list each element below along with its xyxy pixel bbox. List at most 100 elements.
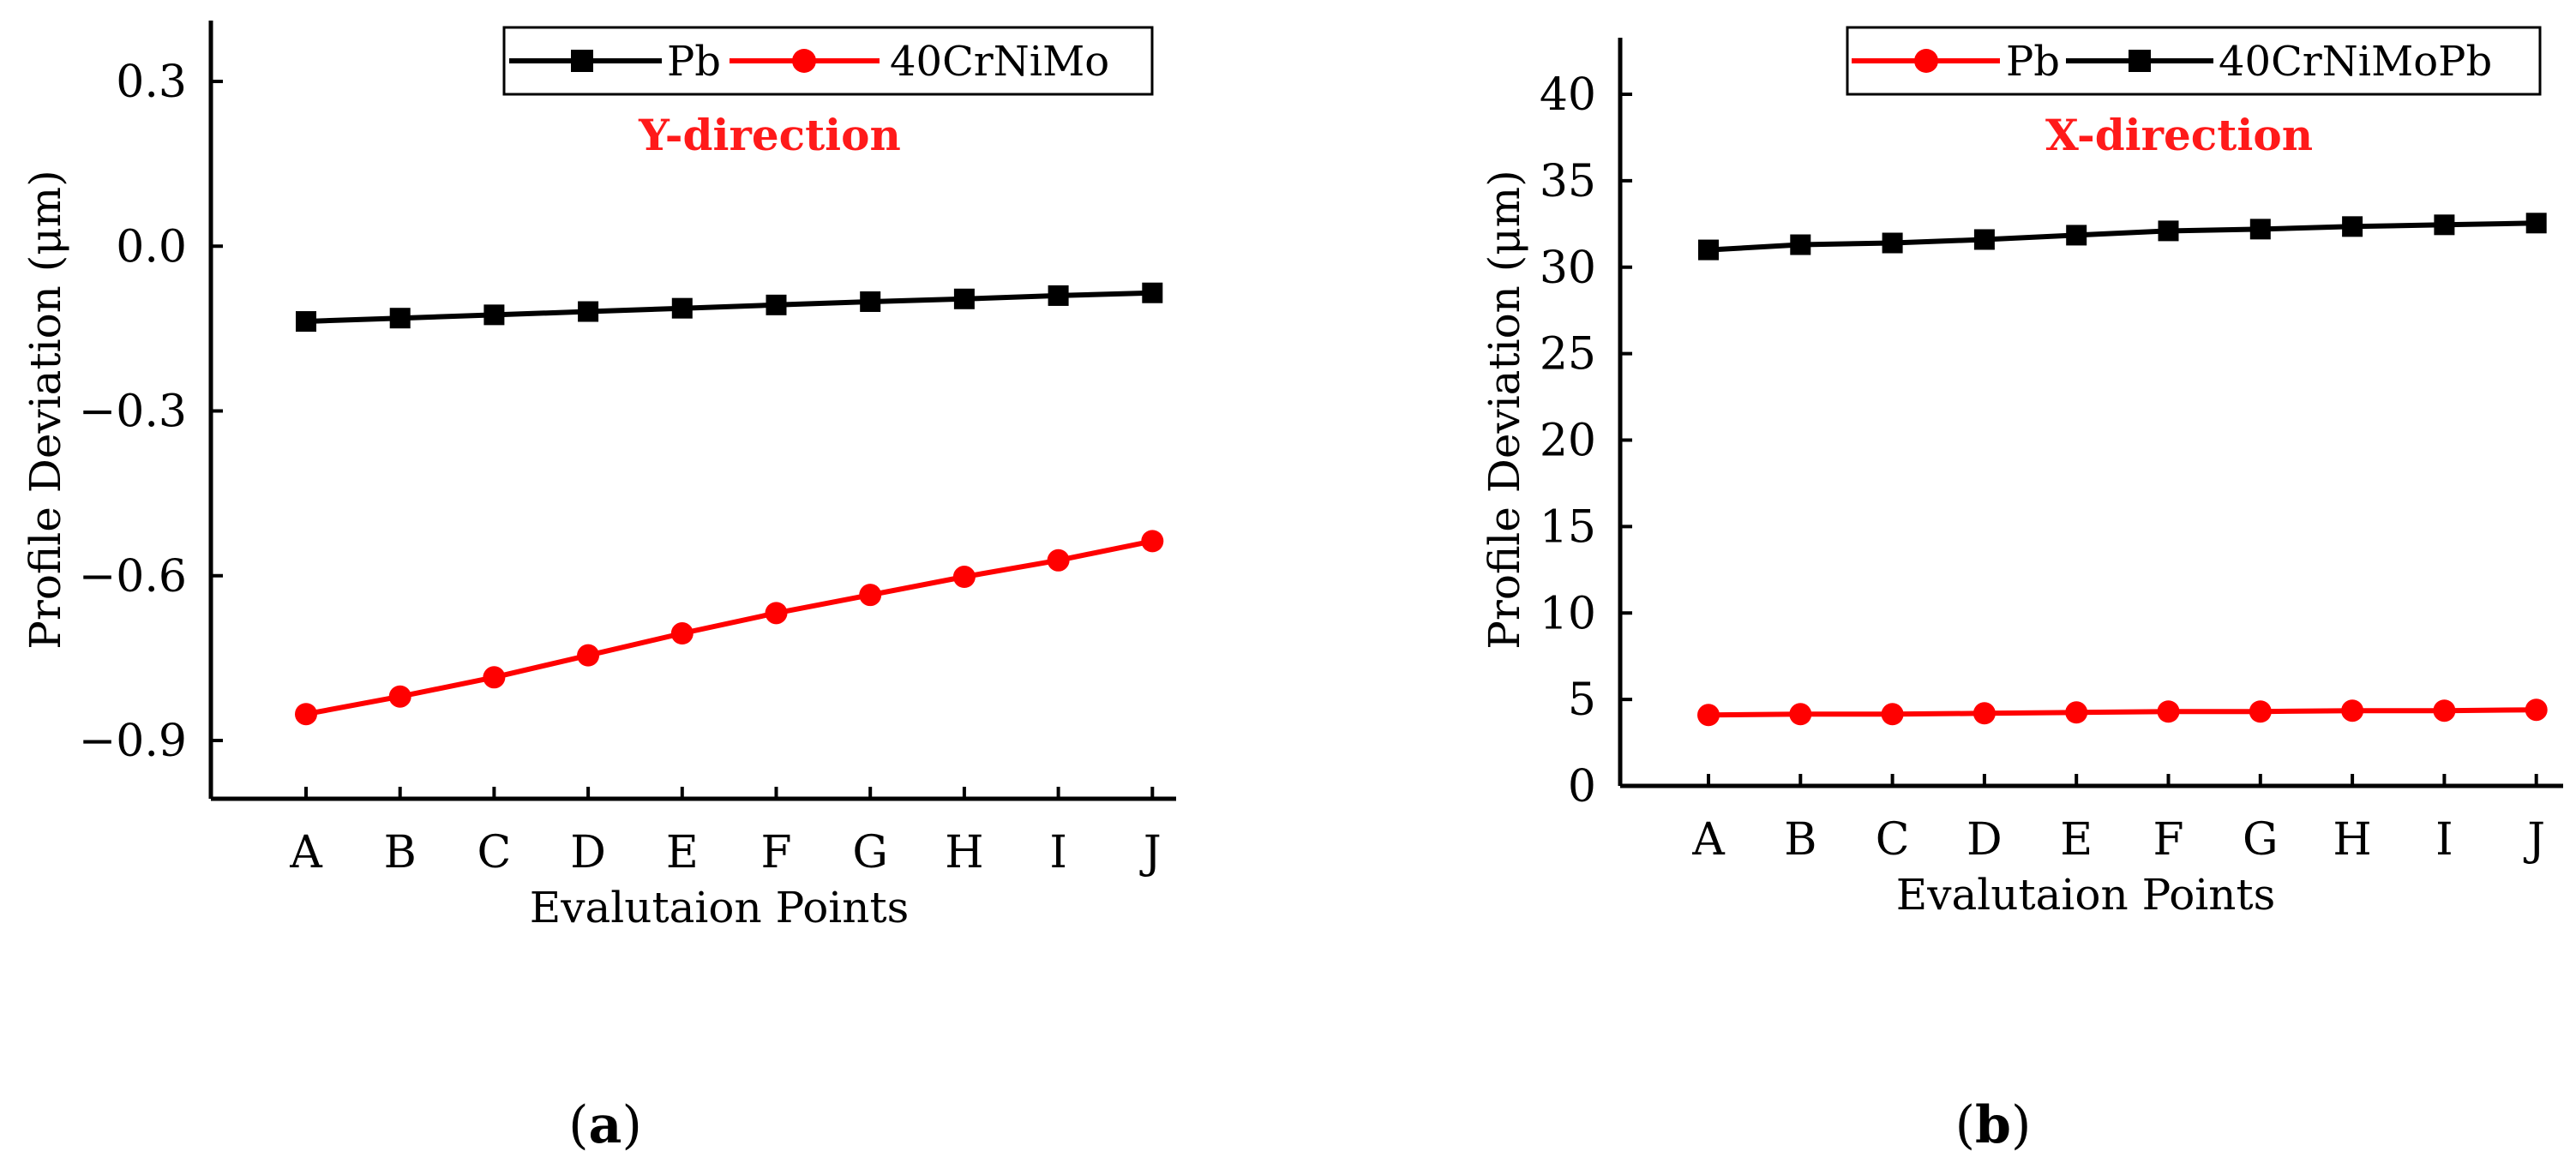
chart-a-point-pb [766,294,787,315]
chart-a-point-pb [953,288,975,309]
caption-b: (b) [1955,1095,2032,1155]
chart-panel-b: 0 5 10 15 20 25 30 35 40 A B C D E F G H I J Evalutaion Po… [1480,26,2563,920]
chart-a-ytick-label: −0.6 [79,551,187,602]
chart-b-legend-label-40crnimopb: 40CrNiMoPb [2219,38,2492,86]
chart-b-ylabel: Profile Deviation (μm) [1480,170,1529,649]
chart-a-point-40crnimo [765,602,788,625]
chart-a-ytick-label: 0.3 [116,57,187,108]
chart-a-ytick-label: 0.0 [116,221,187,273]
chart-b-legend-marker-pb [1914,49,1938,73]
chart-a-xtick-label: D [570,827,606,878]
chart-a-legend-label-pb: Pb [667,38,721,86]
chart-b-point-40crnimopb [2342,216,2363,237]
chart-a-point-40crnimo [483,666,506,689]
caption-a-letter: a [589,1095,622,1155]
chart-b-ytick-label: 25 [1540,329,1596,381]
chart-a-xtick-label: H [945,827,983,878]
chart-b-xtick-label: I [2435,814,2453,866]
chart-a-point-pb [671,297,693,319]
chart-b-xtick-label: E [2060,814,2093,866]
chart-a-ytick-label: −0.9 [79,716,187,767]
chart-b-point-40crnimopb [2434,214,2455,236]
chart-b-legend-label-pb: Pb [2006,38,2060,86]
chart-a-xtick-label: J [1139,827,1162,878]
chart-b-ytick-label: 40 [1540,69,1596,121]
chart-a-legend-marker-pb [571,50,593,72]
chart-b-ytick-label: 35 [1540,156,1596,207]
chart-b-point-pb [2157,700,2180,723]
chart-b-annotation: X-direction [2045,110,2313,160]
chart-a-xtick-label: B [384,827,417,878]
chart-b-xtick-label: C [1876,814,1910,866]
chart-b-xlabel: Evalutaion Points [1896,870,2276,920]
chart-a-line-pb [305,290,1153,324]
chart-b-xtick-label: H [2333,814,2371,866]
chart-b-xtick-label: A [1691,814,1726,866]
caption-b-letter: b [1975,1095,2011,1155]
chart-a-point-pb [389,308,411,329]
chart-b-point-40crnimopb [1698,239,1719,261]
chart-a-ticks: 0.3 0.0 −0.3 −0.6 −0.9 A B C D E F G H I J [79,57,1162,878]
chart-b-xtick-label: G [2243,814,2279,866]
chart-a-ylabel: Profile Deviation (μm) [21,170,70,649]
chart-b-ytick-label: 30 [1540,243,1596,294]
chart-b-point-40crnimopb [1882,232,1903,254]
chart-a-annotation: Y-direction [638,110,901,160]
chart-a-point-pb [296,311,316,333]
chart-a-point-40crnimo [859,584,882,607]
chart-a-xtick-label: E [666,827,699,878]
chart-a-xtick-label: F [760,827,791,878]
chart-b-legend-marker-40crnimopb [2129,50,2151,72]
chart-a-line-40crnimo [305,538,1153,717]
chart-a-point-pb [578,301,599,322]
chart-b-point-pb [2525,698,2548,722]
chart-a-legend-label-40crnimo: 40CrNiMo [890,38,1109,86]
chart-b-point-40crnimopb [2525,213,2547,234]
chart-b-xtick-label: D [1967,814,2003,866]
chart-a-point-pb [1142,282,1163,303]
chart-b-ytick-label: 5 [1568,674,1596,726]
chart-a-xtick-label: G [852,827,888,878]
chart-b-line-40crnimopb [1708,220,2537,253]
chart-b-ytick-label: 20 [1540,416,1596,467]
chart-b-legend: Pb 40CrNiMoPb [1846,26,2542,96]
chart-b-marks [1697,213,2548,727]
chart-b-ytick-label: 10 [1540,588,1596,639]
chart-a-point-40crnimo [1141,530,1164,553]
chart-b-point-pb [2433,699,2456,722]
chart-a-point-40crnimo [952,566,976,589]
chart-a-xtick-label: I [1049,827,1067,878]
chart-a-xlabel: Evalutaion Points [530,883,910,932]
chart-a-xtick-label: A [289,827,323,878]
chart-b-ytick-label: 0 [1568,761,1596,812]
chart-b-xtick-label: J [2523,814,2545,866]
chart-a-point-pb [483,304,505,326]
chart-b-xtick-label: F [2153,814,2183,866]
chart-a-xtick-label: C [477,827,512,878]
chart-b-ytick-label: 15 [1540,501,1596,553]
chart-a-ytick-label: −0.3 [79,387,187,438]
chart-a-legend: Pb 40CrNiMo [502,26,1154,96]
chart-b-ticks: 0 5 10 15 20 25 30 35 40 A B C D E F G H I J [1540,69,2545,866]
chart-a-point-40crnimo [295,703,317,726]
chart-b-point-pb [1697,704,1720,727]
chart-b-point-pb [2065,701,2088,724]
chart-a-legend-marker-40crnimo [792,49,816,73]
chart-a-point-pb [1048,285,1069,306]
chart-b-point-pb [1789,703,1812,726]
chart-b-point-40crnimopb [2158,220,2179,242]
chart-b-point-40crnimopb [1973,229,1995,250]
chart-b-point-pb [1973,702,1996,725]
chart-b-line-pb [1708,707,2537,718]
chart-b-point-pb [2249,700,2272,723]
chart-b-point-40crnimopb [2249,219,2271,240]
chart-b-point-40crnimopb [2066,225,2087,246]
chart-a-point-pb [860,291,881,312]
caption-a: (a) [568,1095,642,1155]
chart-a-marks [295,282,1164,726]
chart-panel-a: 0.3 0.0 −0.3 −0.6 −0.9 A B C D E F G H I J Evalutaion … [21,21,1176,932]
chart-b-point-40crnimopb [1790,234,1811,255]
chart-a-point-40crnimo [577,644,600,667]
chart-a-point-40crnimo [1047,549,1070,572]
